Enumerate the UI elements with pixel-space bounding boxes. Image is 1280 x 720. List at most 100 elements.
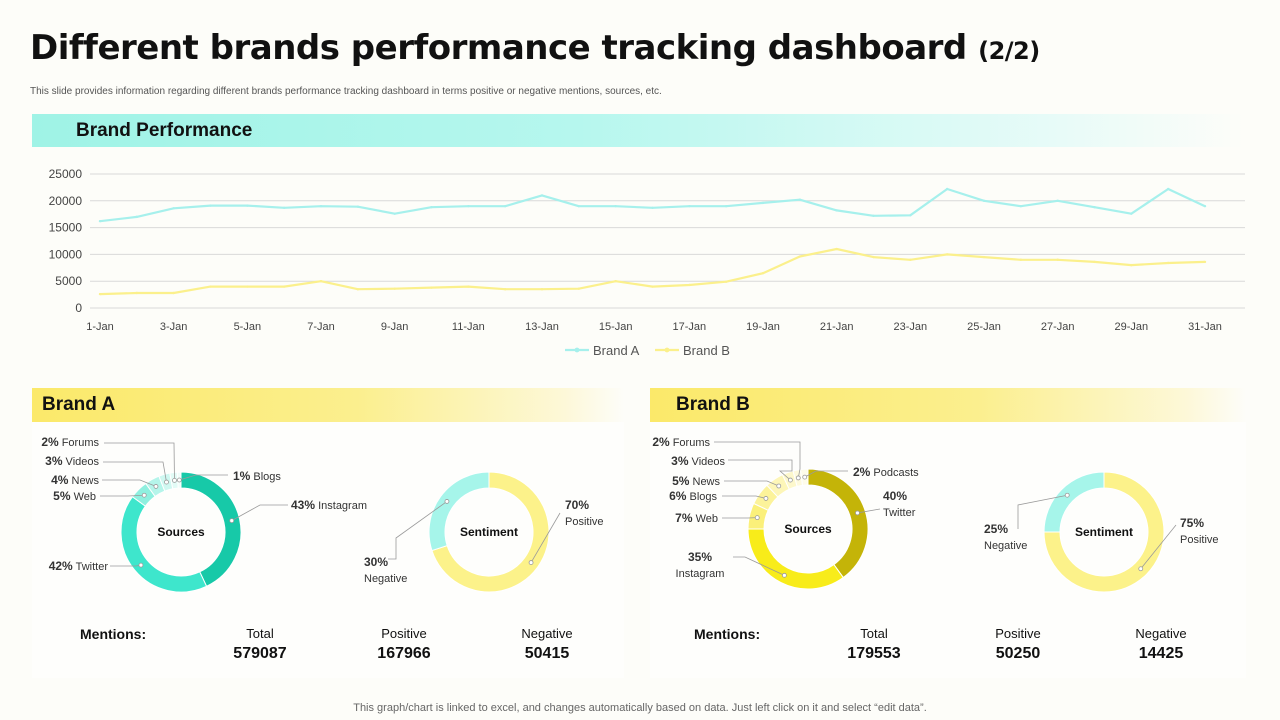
leader-line (728, 459, 793, 481)
data-point (1130, 263, 1133, 267)
leader-line (722, 495, 767, 499)
slice-label: 70% Positive (565, 498, 604, 528)
series-line-brand-a[interactable] (99, 187, 1206, 223)
data-point (945, 253, 949, 256)
leader-line (530, 512, 561, 563)
slice-name: Blogs (250, 471, 281, 483)
data-point (872, 214, 875, 218)
brand-a-positive: Positive 167966 (344, 626, 464, 663)
y-tick-label: 5000 (55, 274, 82, 288)
leader-line (102, 479, 157, 487)
x-tick-label: 3-Jan (160, 321, 188, 333)
brand-b-sentiment-donut[interactable]: Sentiment 75% Positive 25% Negative (984, 471, 1219, 593)
data-point (1166, 261, 1170, 265)
leader-line (857, 508, 881, 514)
data-point (724, 280, 728, 283)
slice-label: 5% News (672, 474, 720, 488)
data-point (319, 280, 323, 283)
footer-note: This graph/chart is linked to excel, and… (353, 702, 927, 714)
x-tick-label: 23-Jan (894, 321, 928, 333)
slice-percent: 40% (883, 489, 907, 503)
leader-dot (528, 560, 534, 565)
data-point (798, 198, 802, 201)
data-point (282, 285, 286, 288)
y-tick-label: 10000 (49, 247, 83, 261)
data-point (1019, 204, 1023, 208)
x-tick-label: 15-Jan (599, 321, 633, 333)
slice-label: 2% Podcasts (853, 465, 919, 479)
data-point (1166, 187, 1170, 191)
leader-dot (229, 518, 235, 524)
slice-percent: 70% (565, 498, 589, 512)
data-point (1203, 204, 1207, 208)
slice-instagram[interactable] (747, 528, 844, 590)
data-point (172, 291, 175, 295)
data-point (909, 258, 912, 261)
leader-dot (1138, 566, 1144, 572)
data-point (467, 285, 470, 288)
brand-performance-line-chart[interactable]: 0 5000 10000 15000 20000 25000 1-Jan 3-Jan 5-Jan… (30, 160, 1250, 370)
leader-dot (138, 562, 144, 568)
positive-value: 50250 (995, 645, 1041, 662)
slice-name: Positive (1180, 534, 1219, 546)
slice-label: 35% Instagram (676, 550, 725, 580)
slice-label: 30% Negative (364, 555, 407, 585)
data-point (1130, 212, 1133, 215)
slice-label: 3% Videos (45, 454, 99, 468)
legend-label: Brand B (683, 343, 730, 358)
slice-name: Instagram (676, 568, 725, 580)
slice-twitter[interactable] (120, 496, 208, 593)
leader-line (1140, 524, 1177, 570)
slice-label: 43% Instagram (291, 498, 367, 512)
slice-name: Web (693, 513, 718, 525)
data-point (540, 194, 544, 197)
positive-label: Positive (381, 626, 427, 641)
brand-a-sentiment-donut[interactable]: Sentiment 70% Positive 30% Negative (364, 471, 604, 593)
slice-negative[interactable] (1043, 471, 1105, 533)
leader-dot (795, 475, 801, 481)
brand-b-sources-donut[interactable]: Sources 40% Twitter 35% Instagram 7% Web 6% Bl… (652, 435, 919, 590)
total-value: 179553 (847, 645, 901, 662)
slice-label: 25% Negative (984, 522, 1027, 552)
donut-charts[interactable]: Sources 43% Instagram 42% Twitter 5% Web 4% … (0, 425, 1280, 620)
legend-label: Brand A (593, 343, 640, 358)
y-tick-label: 20000 (49, 194, 83, 208)
data-point (614, 280, 617, 283)
x-tick-label: 1-Jan (86, 321, 114, 333)
data-point (724, 204, 728, 208)
slice-percent: 2% (652, 435, 670, 449)
slice-percent: 25% (984, 522, 1008, 536)
slice-name: Blogs (686, 491, 717, 503)
leader-dot (802, 474, 808, 480)
slice-negative[interactable] (428, 471, 490, 552)
slice-name: Negative (364, 573, 407, 585)
leader-line (104, 442, 175, 481)
slice-positive[interactable] (431, 471, 550, 593)
slice-name: Podcasts (870, 467, 919, 479)
x-tick-label: 9-Jan (381, 321, 409, 333)
x-tick-label: 19-Jan (746, 321, 780, 333)
slice-percent: 3% (45, 454, 63, 468)
data-point (761, 271, 765, 275)
slice-positive[interactable] (1043, 471, 1165, 593)
brand-a-sources-donut[interactable]: Sources 43% Instagram 42% Twitter 5% Web 4% … (41, 435, 367, 593)
slice-label: 3% Videos (671, 454, 725, 468)
x-tick-label: 31-Jan (1188, 321, 1222, 333)
slice-name: Videos (689, 456, 726, 468)
data-point (651, 206, 654, 209)
brand-b-header: Brand B (650, 388, 1246, 422)
x-tick-label: 7-Jan (307, 321, 335, 333)
slice-percent: 7% (675, 511, 693, 525)
leader-dot (754, 515, 760, 521)
donut-center-label: Sources (784, 522, 832, 536)
data-point (393, 212, 396, 215)
mentions-label: Mentions: (694, 626, 761, 642)
brand-a-negative: Negative 50415 (487, 626, 607, 663)
data-point (209, 204, 212, 207)
data-point (688, 283, 691, 287)
data-point (982, 199, 986, 202)
brand-a-total: Total 579087 (200, 626, 320, 663)
donut-center-label: Sources (157, 525, 205, 539)
slice-percent: 42% (49, 559, 73, 573)
slice-percent: 5% (53, 489, 71, 503)
